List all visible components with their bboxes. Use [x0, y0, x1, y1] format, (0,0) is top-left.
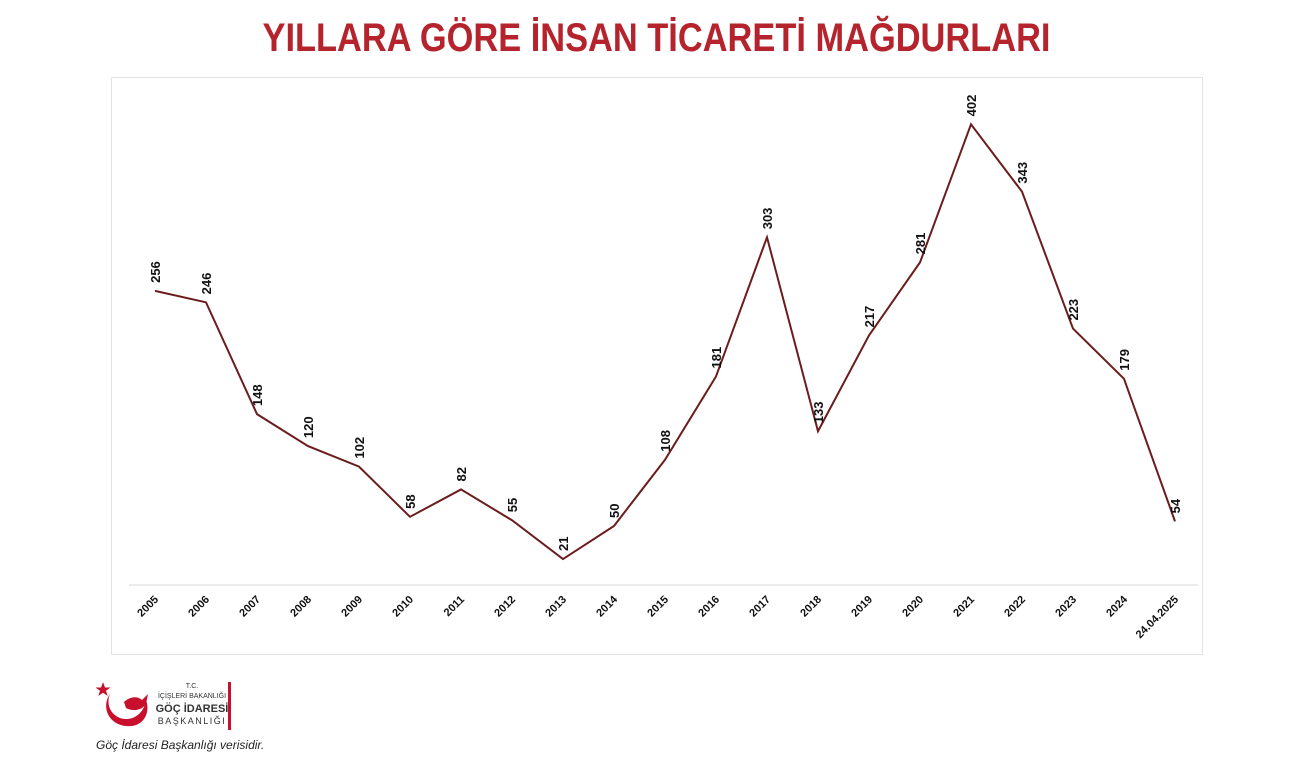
bird-icon — [124, 694, 148, 711]
data-label: 343 — [1015, 162, 1030, 184]
x-tick-label: 2015 — [645, 594, 671, 620]
data-label: 402 — [964, 95, 979, 117]
x-tick-label: 24.04.2025 — [1134, 594, 1181, 641]
data-label: 246 — [199, 273, 214, 295]
data-label: 256 — [148, 261, 163, 283]
data-label: 281 — [913, 233, 928, 255]
data-label: 181 — [709, 347, 724, 369]
source-note: Göç İdaresi Başkanlığı verisidir. — [96, 738, 265, 752]
data-label: 54 — [1168, 498, 1183, 513]
data-label: 21 — [556, 537, 571, 551]
x-tick-label: 2018 — [798, 594, 824, 620]
x-tick-label: 2020 — [900, 594, 926, 620]
series-line — [154, 122, 1176, 561]
data-label: 179 — [1117, 349, 1132, 371]
x-tick-label: 2011 — [442, 594, 467, 619]
x-tick-label: 2017 — [747, 594, 773, 620]
x-tick-label: 2009 — [339, 594, 365, 620]
x-tick-label: 2005 — [135, 594, 161, 620]
data-label: 108 — [658, 430, 673, 452]
data-label: 50 — [607, 503, 622, 517]
x-tick-label: 2007 — [237, 594, 263, 620]
x-tick-label: 2023 — [1053, 594, 1079, 620]
x-tick-label: 2013 — [543, 594, 569, 620]
x-tick-label: 2012 — [492, 594, 518, 620]
data-label: 223 — [1066, 299, 1081, 321]
data-label: 102 — [352, 437, 367, 459]
x-tick-label: 2019 — [849, 594, 875, 620]
x-tick-label: 2010 — [390, 594, 416, 620]
logo-divider — [228, 682, 231, 730]
x-tick-label: 2024 — [1104, 593, 1130, 619]
logo-line3: GÖÇ İDARESİ — [156, 702, 229, 715]
chart-panel: 256 246 148 120 102 58 82 55 21 50 108 181 303 133 217… — [111, 77, 1203, 655]
logo-line2: İÇİŞLERİ BAKANLIĞI — [158, 691, 226, 700]
crescent-icon — [106, 694, 148, 727]
data-label: 217 — [862, 306, 877, 328]
x-tick-label: 2022 — [1002, 594, 1028, 620]
data-label: 55 — [505, 498, 520, 512]
goc-idaresi-logo: T.C. İÇİŞLERİ BAKANLIĞI GÖÇ İDARESİ BAŞK… — [96, 682, 231, 730]
data-label: 58 — [403, 494, 418, 508]
data-label: 303 — [760, 208, 775, 230]
x-tick-label: 2006 — [186, 594, 212, 620]
x-tick-label: 2021 — [951, 594, 977, 620]
line-chart: 256 246 148 120 102 58 82 55 21 50 108 181 303 133 217… — [129, 95, 1198, 641]
logo-line4: BAŞKANLIĞI — [158, 716, 227, 726]
logo-line1: T.C. — [186, 683, 199, 690]
star-icon — [96, 682, 111, 696]
x-tick-label: 2016 — [696, 594, 722, 620]
data-label: 82 — [454, 467, 469, 481]
data-label: 148 — [250, 384, 265, 406]
data-label: 120 — [301, 416, 316, 438]
data-label: 133 — [811, 402, 826, 424]
x-tick-label: 2008 — [288, 594, 314, 620]
x-tick-label: 2014 — [594, 593, 620, 619]
page-title: YILLARA GÖRE İNSAN TİCARETİ MAĞDURLARI — [262, 16, 1051, 60]
